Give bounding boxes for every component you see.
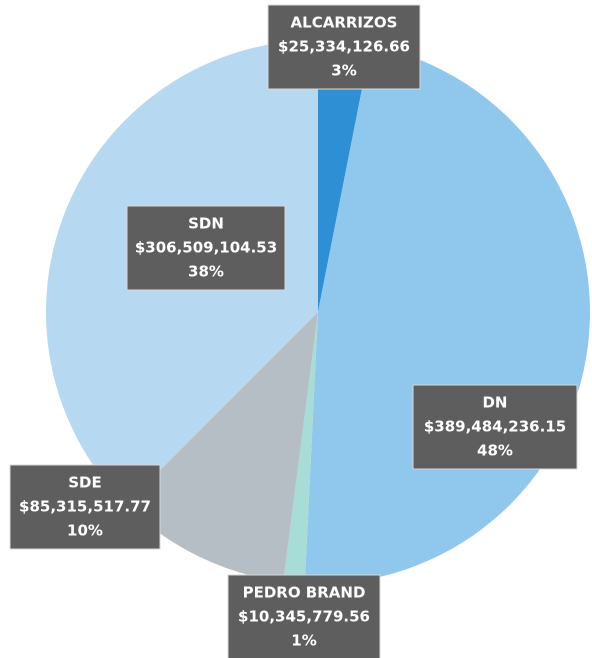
label-percent: 1% [291, 632, 316, 650]
label-value: $85,315,517.77 [19, 498, 151, 516]
label-name: ALCARRIZOS [291, 14, 398, 32]
label-box [227, 574, 381, 658]
data-labels: ALCARRIZOS $25,334,126.66 3% DN $389,484,236… [9, 4, 578, 658]
label-name: DN [482, 394, 507, 412]
label-box [126, 205, 286, 291]
label-value: $25,334,126.66 [278, 38, 410, 56]
label-name: PEDRO BRAND [243, 584, 366, 602]
label-name: SDE [68, 474, 102, 492]
pie-slice [318, 40, 371, 312]
label-percent: 10% [67, 522, 103, 540]
label-box [267, 4, 421, 90]
label-value: $306,509,104.53 [135, 239, 277, 257]
label-box [9, 464, 161, 550]
label-name: SDN [188, 215, 224, 233]
label-percent: 48% [477, 442, 513, 460]
label-percent: 3% [331, 62, 356, 80]
label-percent: 38% [188, 263, 224, 281]
pie-slice [125, 312, 318, 582]
label-value: $10,345,779.56 [238, 608, 370, 626]
label-value: $389,484,236.15 [424, 418, 566, 436]
pie-slice [283, 312, 318, 584]
label-box [412, 384, 578, 470]
